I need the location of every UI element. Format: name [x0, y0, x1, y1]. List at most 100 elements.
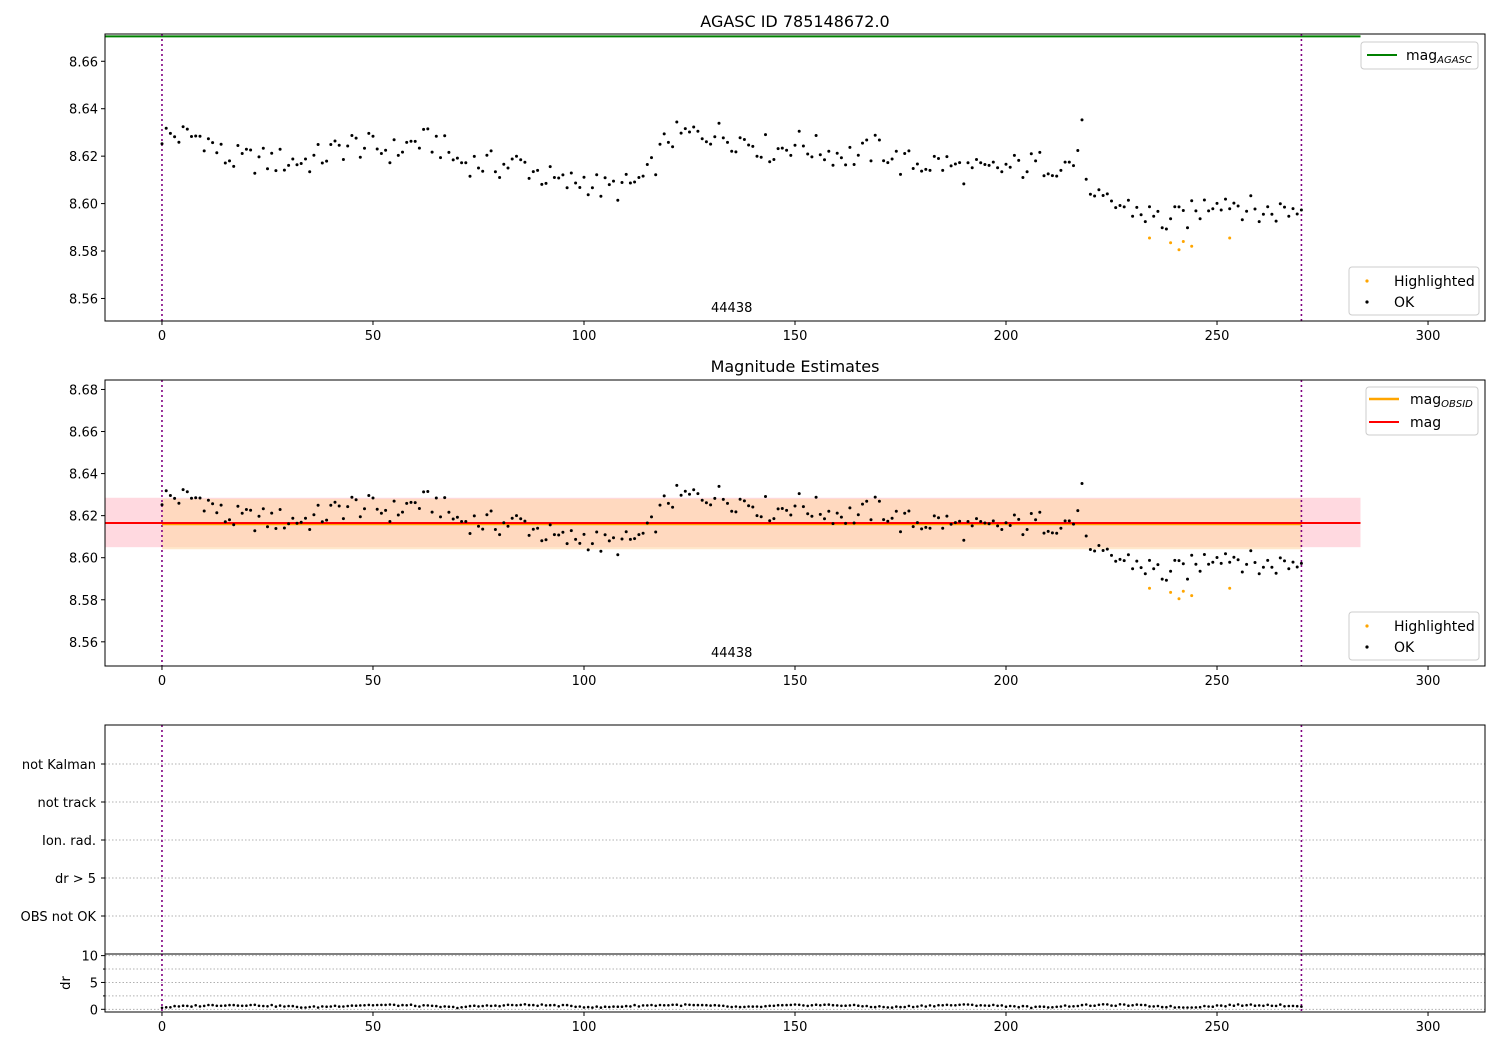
- ok-point: [924, 167, 928, 171]
- ok-point: [392, 138, 396, 142]
- dr-point: [1097, 1003, 1101, 1007]
- ok-point: [907, 509, 911, 513]
- ok-point: [823, 517, 826, 521]
- dr-point: [283, 1005, 286, 1008]
- ok-point: [1202, 553, 1206, 556]
- obsid-annotation: 44438: [711, 646, 752, 661]
- ok-point: [561, 173, 565, 177]
- dr-point: [878, 1005, 881, 1008]
- ok-point: [671, 145, 675, 149]
- highlighted-point: [1190, 594, 1194, 598]
- dr-point: [747, 1005, 750, 1008]
- ok-point: [814, 134, 818, 137]
- ok-point: [801, 144, 805, 148]
- ok-point: [506, 166, 510, 170]
- ok-point: [1164, 227, 1168, 231]
- highlighted-point: [1177, 248, 1181, 252]
- ok-point: [257, 514, 261, 518]
- ok-point: [1004, 162, 1008, 166]
- ok-point: [472, 514, 476, 518]
- plot-area: [105, 34, 1485, 321]
- ok-point: [903, 152, 907, 155]
- dr-point: [806, 1004, 809, 1008]
- dr-point: [612, 1005, 615, 1008]
- ok-point: [983, 521, 987, 525]
- dr-point: [734, 1005, 738, 1008]
- dr-point: [1295, 1004, 1299, 1008]
- dr-point: [1063, 1004, 1067, 1007]
- ok-point: [966, 161, 970, 165]
- ok-point: [1042, 174, 1046, 178]
- ok-point: [953, 521, 957, 525]
- dr-point: [1127, 1004, 1130, 1007]
- dr-point: [755, 1005, 759, 1008]
- ok-point: [1046, 529, 1050, 533]
- ok-point: [780, 146, 784, 150]
- ok-point: [793, 504, 797, 508]
- dr-point: [882, 1005, 885, 1009]
- ok-point: [772, 158, 776, 161]
- ok-point: [679, 493, 683, 497]
- ok-point: [793, 143, 797, 147]
- dr-point: [375, 1003, 379, 1007]
- ok-point: [1219, 208, 1223, 212]
- y-tick-label: 8.60: [69, 198, 98, 213]
- ok-point: [599, 194, 603, 198]
- dr-point: [418, 1005, 421, 1008]
- ok-point: [299, 162, 303, 165]
- ok-point: [354, 136, 358, 140]
- ok-point: [785, 148, 789, 152]
- ok-point: [755, 514, 759, 518]
- dr-point: [700, 1003, 704, 1007]
- ok-point: [1190, 553, 1194, 557]
- ok-point: [1253, 207, 1257, 211]
- x-tick-label: 100: [572, 674, 597, 689]
- ok-point: [856, 513, 860, 517]
- ok-point: [185, 127, 189, 131]
- highlighted-point: [1181, 589, 1185, 593]
- ok-point: [1186, 577, 1189, 581]
- ok-point: [709, 142, 713, 146]
- ok-point: [194, 496, 198, 500]
- dr-point: [709, 1004, 712, 1007]
- x-tick-label: 150: [783, 329, 808, 344]
- ok-point: [392, 499, 396, 503]
- ok-point: [168, 131, 172, 135]
- ok-point: [713, 135, 717, 139]
- ok-point: [907, 149, 911, 153]
- ok-point: [1084, 177, 1088, 181]
- ok-point: [185, 490, 189, 494]
- ok-point: [835, 511, 839, 515]
- ok-point: [662, 494, 666, 498]
- ok-point: [477, 524, 480, 528]
- y-tick-label: 8.58: [69, 594, 98, 609]
- ok-point: [1076, 149, 1080, 152]
- ok-point: [350, 134, 354, 137]
- y-tick-label: 8.56: [69, 636, 98, 651]
- ok-point: [206, 498, 210, 502]
- dr-point: [245, 1004, 248, 1007]
- ok-point: [1283, 559, 1286, 563]
- ok-point: [620, 537, 624, 541]
- dr-point: [679, 1004, 683, 1008]
- dr-point: [861, 1005, 864, 1008]
- ok-point: [1291, 560, 1295, 564]
- ok-point: [928, 168, 932, 172]
- dr-point: [1182, 1006, 1185, 1009]
- dr-point: [1173, 1006, 1177, 1009]
- ok-point: [1190, 199, 1194, 203]
- ok-point: [987, 522, 991, 526]
- ok-point: [932, 514, 936, 518]
- ok-point: [316, 503, 320, 507]
- ok-point: [190, 496, 193, 500]
- ok-point: [240, 511, 244, 515]
- dr-point: [1093, 1004, 1096, 1007]
- ok-point: [675, 120, 679, 124]
- dr-point: [1257, 1004, 1261, 1007]
- ok-point: [1004, 521, 1008, 525]
- ok-point: [1050, 174, 1054, 178]
- ok-point: [911, 525, 915, 529]
- ok-point: [493, 170, 497, 174]
- ok-point: [1224, 197, 1227, 201]
- dr-point: [705, 1003, 708, 1007]
